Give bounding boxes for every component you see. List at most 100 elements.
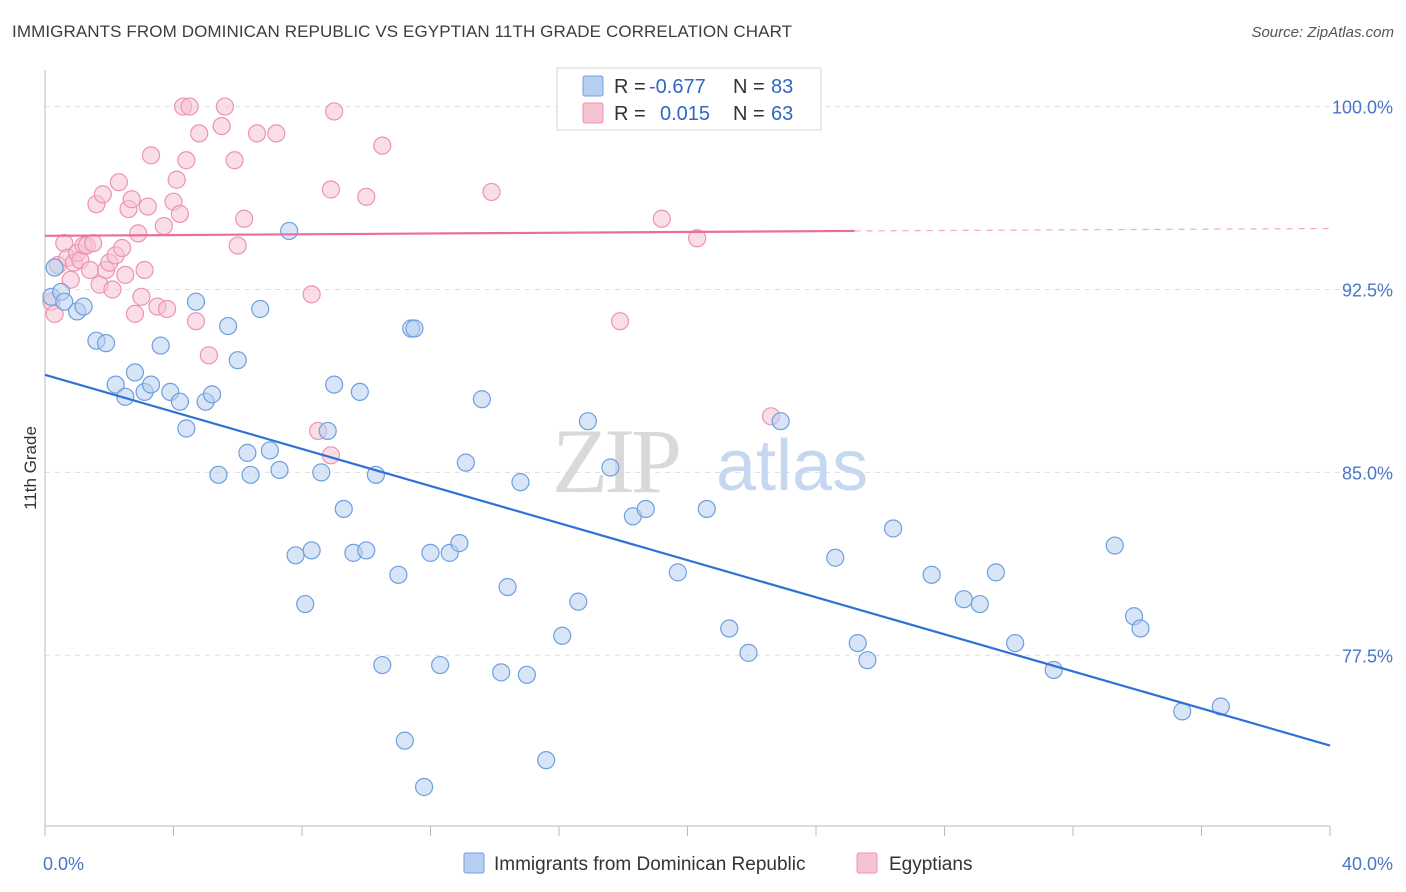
egyptians-point-15: [93, 185, 112, 204]
dominican-point-62: [636, 499, 655, 519]
dominican-point-30: [296, 594, 315, 614]
egyptians-point-32: [154, 216, 173, 236]
series-legend-label-blue: Immigrants from Dominican Republic: [494, 854, 806, 875]
dominican-point-55: [517, 665, 536, 684]
dominican-point-68: [826, 548, 845, 567]
dominican-point-3: [55, 292, 74, 311]
y-tick-label-0: 77.5%: [1342, 646, 1393, 666]
dominican-point-70: [858, 651, 877, 670]
egyptians-point-57: [482, 182, 501, 202]
dominican-point-37: [350, 382, 369, 402]
watermark-atlas: atlas: [716, 426, 868, 506]
egyptians-point-29: [138, 197, 157, 216]
egyptians-point-1: [45, 304, 64, 323]
egyptians-point-43: [212, 116, 231, 136]
series-legend-swatch-pink: [856, 852, 878, 874]
dominican-point-8: [106, 375, 125, 394]
egyptians-point-36: [170, 204, 190, 223]
dominican-point-44: [405, 319, 424, 338]
watermark: ZIP atlas: [552, 410, 868, 512]
dominican-point-64: [697, 499, 716, 519]
legend-r-value-2: 0.015: [660, 103, 710, 125]
dominican-point-49: [450, 534, 469, 553]
dominican-point-53: [498, 577, 517, 597]
dominican-point-16: [177, 419, 196, 438]
egyptians-point-22: [116, 265, 135, 284]
egyptians-trend-extension: [854, 227, 1331, 232]
egyptians-point-46: [228, 236, 247, 255]
egyptians-point-18: [103, 280, 122, 299]
series-legend-label-pink: Egyptians: [889, 854, 972, 875]
legend-r-label-2: R =: [614, 103, 646, 125]
dominican-point-58: [569, 592, 588, 611]
egyptians-point-53: [321, 180, 341, 199]
y-tick-label-3: 100.0%: [1332, 98, 1393, 118]
egyptians-point-47: [235, 209, 254, 228]
egyptians-point-26: [129, 224, 148, 243]
dominican-point-63: [668, 563, 687, 582]
dominican-point-24: [241, 465, 260, 484]
egyptians-point-58: [610, 312, 630, 331]
dominican-point-57: [553, 626, 572, 645]
legend-n-label-2: N =: [733, 103, 765, 125]
dominican-point-21: [219, 316, 238, 336]
dominican-point-10: [125, 363, 145, 382]
legend-swatch-pink: [582, 102, 604, 124]
dominican-point-45: [414, 777, 434, 797]
dominican-point-50: [456, 453, 475, 472]
egyptians-point-11: [80, 260, 100, 280]
dominican-point-17: [186, 292, 206, 311]
egyptians-point-45: [225, 151, 244, 170]
dominican-point-42: [395, 731, 414, 750]
dominican-point-74: [970, 594, 989, 614]
dominican-point-22: [228, 351, 247, 370]
dominican-point-25: [251, 299, 270, 319]
dominican-point-40: [373, 655, 392, 675]
dominican-point-54: [511, 473, 530, 492]
egyptians-point-55: [357, 187, 376, 206]
series-legend: Immigrants from Dominican Republic Egypt…: [463, 852, 972, 875]
legend-r-label-1: R =: [614, 76, 646, 98]
dominican-point-27: [270, 460, 289, 480]
egyptians-point-25: [125, 304, 145, 323]
legend-r-value-1: -0.677: [649, 76, 706, 98]
dominican-point-28: [280, 221, 299, 241]
dominican-point-41: [389, 565, 408, 584]
legend-n-value-2: 63: [771, 103, 793, 125]
gridlines: [45, 106, 1390, 656]
egyptians-point-27: [132, 287, 151, 306]
egyptians-points: [42, 97, 781, 465]
dominican-point-31: [302, 541, 321, 560]
egyptians-point-33: [157, 299, 177, 319]
dominican-point-13: [151, 336, 170, 355]
x-tick-label-end: 40.0%: [1342, 854, 1393, 874]
egyptians-point-20: [109, 173, 128, 192]
egyptians-point-5: [61, 270, 80, 289]
legend-n-label-1: N =: [733, 76, 765, 98]
y-tick-label-2: 92.5%: [1342, 280, 1393, 300]
dominican-point-12: [141, 375, 161, 394]
egyptians-point-48: [247, 124, 267, 143]
dominican-points: [42, 221, 1230, 797]
egyptians-point-28: [135, 260, 154, 280]
dominican-point-15: [170, 392, 190, 411]
dominican-point-51: [472, 390, 491, 409]
dominican-point-73: [954, 590, 973, 609]
egyptians-point-41: [190, 124, 209, 143]
dominican-point-56: [537, 751, 556, 770]
egyptians-point-50: [302, 285, 321, 304]
dominican-point-76: [1006, 633, 1025, 653]
dominican-point-67: [771, 412, 790, 431]
trend-lines: [44, 227, 1331, 747]
y-tick-label-1: 85.0%: [1342, 463, 1393, 483]
dominican-point-46: [421, 543, 440, 562]
dominican-point-66: [739, 643, 758, 662]
dominican-point-20: [209, 465, 228, 484]
series-legend-swatch-blue: [463, 852, 485, 874]
dominican-point-29: [286, 546, 305, 565]
dominican-point-52: [492, 663, 511, 682]
egyptians-point-39: [180, 97, 199, 116]
dominican-point-75: [986, 563, 1006, 582]
dominican-point-59: [578, 412, 598, 431]
dominican-point-80: [1131, 619, 1150, 638]
